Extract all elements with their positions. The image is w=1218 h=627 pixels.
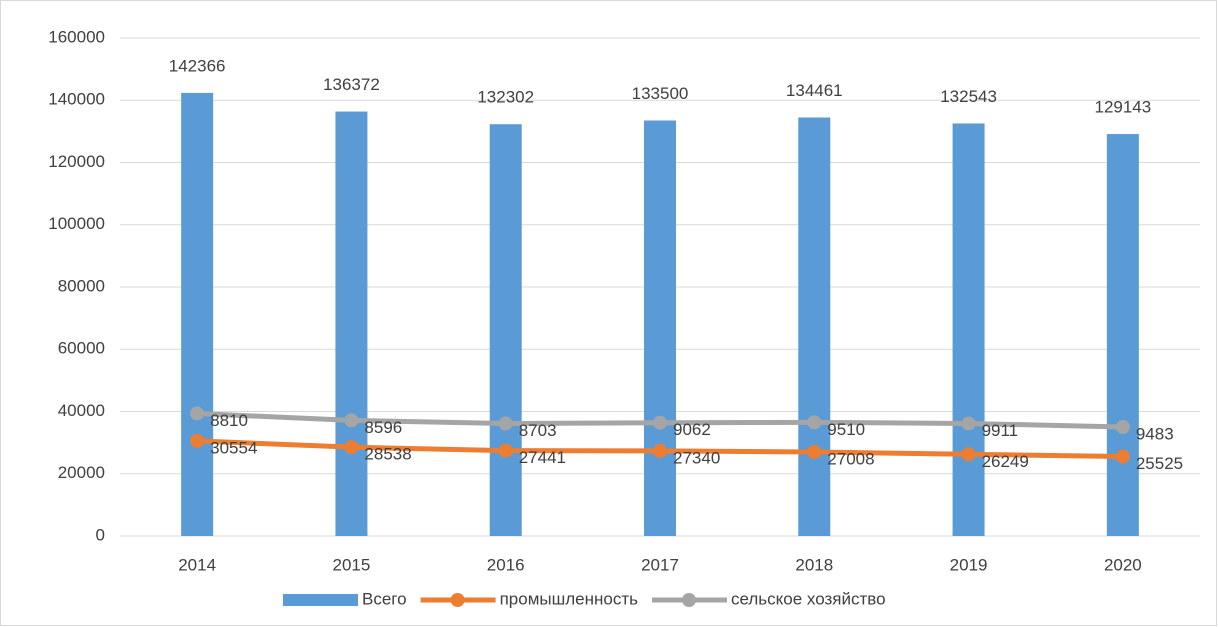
legend-label: сельское хозяйство xyxy=(731,589,886,608)
marker xyxy=(344,440,359,455)
data-label: 9911 xyxy=(982,421,1019,440)
marker xyxy=(1115,449,1130,464)
y-tick-label: 0 xyxy=(96,525,105,544)
x-tick-label: 2019 xyxy=(950,555,988,574)
x-tick-label: 2017 xyxy=(641,555,679,574)
y-tick-label: 20000 xyxy=(58,463,105,482)
data-label: 9483 xyxy=(1136,425,1174,444)
marker xyxy=(498,416,513,431)
y-tick-label: 120000 xyxy=(48,152,105,171)
marker xyxy=(653,443,667,458)
data-label: 28538 xyxy=(364,445,411,464)
data-label: 129143 xyxy=(1094,98,1151,117)
data-label: 8596 xyxy=(364,418,402,437)
marker xyxy=(807,415,822,430)
bar xyxy=(335,111,368,537)
y-tick-label: 140000 xyxy=(48,90,105,109)
data-label: 142366 xyxy=(169,56,226,75)
data-label: 133500 xyxy=(632,84,689,103)
legend-marker xyxy=(450,593,465,607)
y-tick-label: 60000 xyxy=(58,339,105,358)
marker xyxy=(190,406,205,421)
bar xyxy=(952,123,985,537)
x-tick-label: 2014 xyxy=(178,555,216,574)
data-label: 27340 xyxy=(673,448,720,467)
data-label: 8703 xyxy=(519,421,557,440)
y-tick-label: 100000 xyxy=(48,214,105,233)
legend-label: Всего xyxy=(362,589,407,608)
data-label: 9510 xyxy=(827,420,865,439)
marker xyxy=(498,443,513,458)
data-label: 132543 xyxy=(940,87,997,106)
marker xyxy=(961,416,976,431)
marker xyxy=(344,413,359,428)
y-tick-label: 80000 xyxy=(58,276,105,295)
data-label: 27441 xyxy=(519,448,566,467)
bar xyxy=(489,124,522,536)
data-label: 8810 xyxy=(210,411,248,430)
data-label: 25525 xyxy=(1136,454,1183,473)
legend-label: промышленность xyxy=(500,589,639,608)
data-label: 136372 xyxy=(323,75,380,94)
data-label: 134461 xyxy=(786,81,843,100)
y-tick-label: 160000 xyxy=(48,27,105,46)
legend-marker xyxy=(682,593,696,607)
x-tick-label: 2018 xyxy=(795,555,833,574)
marker xyxy=(653,415,667,430)
bar xyxy=(1106,134,1139,536)
x-tick-label: 2016 xyxy=(487,555,525,574)
data-label: 9062 xyxy=(673,420,711,439)
bar xyxy=(181,92,214,536)
x-tick-label: 2020 xyxy=(1104,555,1142,574)
marker xyxy=(190,433,205,448)
marker xyxy=(1115,420,1130,435)
x-tick-label: 2015 xyxy=(333,555,371,574)
bar xyxy=(644,120,676,536)
marker xyxy=(961,447,976,462)
marker xyxy=(807,444,822,459)
data-label: 30554 xyxy=(210,438,257,457)
data-label: 26249 xyxy=(982,452,1029,471)
data-label: 132302 xyxy=(477,88,534,107)
legend-swatch xyxy=(283,594,358,606)
data-label: 27008 xyxy=(827,449,874,468)
bar xyxy=(798,117,831,536)
y-tick-label: 40000 xyxy=(58,401,105,420)
